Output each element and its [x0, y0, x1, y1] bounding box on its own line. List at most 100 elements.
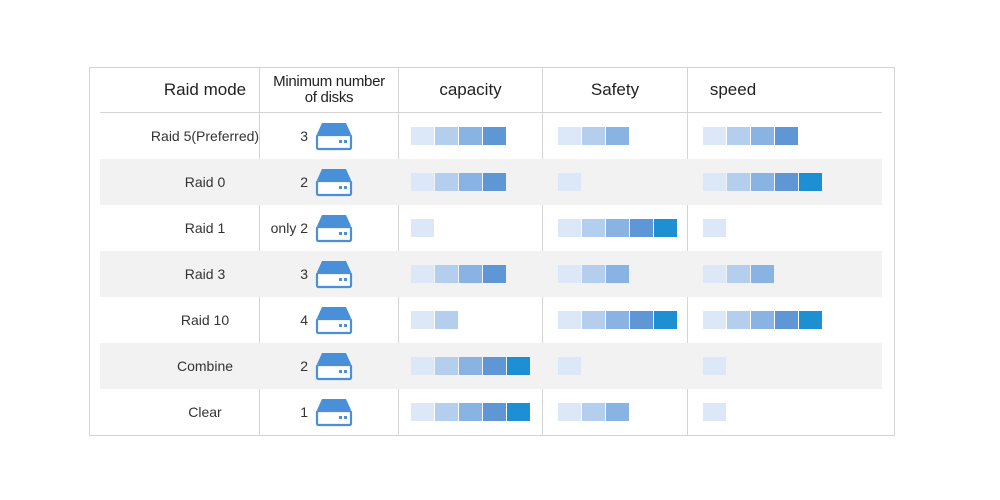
safety-rating-segment: [582, 219, 605, 237]
disk-drive-icon: [315, 169, 353, 197]
header-min-disks: Minimum number of disks: [260, 68, 398, 112]
speed-rating-segment: [799, 173, 822, 191]
capacity-rating-segment: [459, 127, 482, 145]
capacity-rating-segment: [459, 357, 482, 375]
capacity-rating-segment: [435, 265, 458, 283]
capacity-rating-segment: [435, 357, 458, 375]
speed-rating-segment: [703, 357, 726, 375]
raid-mode-label: Clear: [188, 404, 222, 420]
capacity-rating-segment: [411, 265, 434, 283]
disk-drive-icon: [315, 307, 353, 335]
header-safety: Safety: [590, 80, 640, 99]
capacity-rating-segment: [459, 173, 482, 191]
raid-mode-label: Raid 1: [184, 220, 226, 236]
header-min-disks-line2: of disks: [304, 89, 354, 106]
capacity-rating-segment: [411, 311, 434, 329]
speed-rating-segment: [751, 311, 774, 329]
table-row: Raid 0 2: [100, 159, 882, 205]
capacity-rating-segment: [411, 219, 434, 237]
capacity-rating-segment: [411, 357, 434, 375]
min-disks-value: 3: [300, 128, 308, 144]
capacity-rating-segment: [507, 403, 530, 421]
capacity-rating-segment: [411, 403, 434, 421]
speed-rating-segment: [775, 127, 798, 145]
safety-rating-segment: [582, 127, 605, 145]
speed-rating-segment: [751, 173, 774, 191]
safety-rating-segment: [606, 127, 629, 145]
capacity-rating-bar: [411, 219, 434, 237]
safety-rating-segment: [558, 403, 581, 421]
header-speed: speed: [709, 80, 757, 99]
speed-rating-segment: [703, 127, 726, 145]
capacity-rating-segment: [483, 173, 506, 191]
raid-mode-label: Raid 10: [180, 312, 230, 328]
min-disks-value: 3: [300, 266, 308, 282]
speed-rating-bar: [703, 311, 822, 329]
safety-rating-segment: [582, 403, 605, 421]
disk-drive-icon: [315, 215, 353, 243]
safety-rating-segment: [558, 219, 581, 237]
speed-rating-segment: [703, 403, 726, 421]
safety-rating-segment: [558, 265, 581, 283]
capacity-rating-segment: [435, 173, 458, 191]
capacity-rating-bar: [411, 265, 506, 283]
capacity-rating-segment: [435, 403, 458, 421]
speed-rating-segment: [703, 311, 726, 329]
speed-rating-segment: [727, 173, 750, 191]
disk-drive-icon: [315, 123, 353, 151]
safety-rating-bar: [558, 219, 677, 237]
min-disks-value: 4: [300, 312, 308, 328]
safety-rating-bar: [558, 357, 581, 375]
safety-rating-segment: [558, 357, 581, 375]
capacity-rating-segment: [459, 403, 482, 421]
disk-drive-icon: [315, 261, 353, 289]
capacity-rating-segment: [411, 173, 434, 191]
header-capacity: capacity: [439, 80, 502, 99]
raid-mode-label: Raid 3: [184, 266, 226, 282]
header-divider: [100, 112, 882, 113]
capacity-rating-bar: [411, 173, 506, 191]
raid-mode-label: Raid 0: [184, 174, 226, 190]
speed-rating-segment: [799, 311, 822, 329]
capacity-rating-segment: [483, 127, 506, 145]
speed-rating-segment: [727, 127, 750, 145]
capacity-rating-bar: [411, 127, 506, 145]
capacity-rating-segment: [483, 403, 506, 421]
speed-rating-bar: [703, 357, 726, 375]
capacity-rating-bar: [411, 403, 530, 421]
capacity-rating-segment: [459, 265, 482, 283]
safety-rating-bar: [558, 265, 629, 283]
disk-drive-icon: [315, 353, 353, 381]
table-row: Raid 3 3: [100, 251, 882, 297]
capacity-rating-segment: [435, 311, 458, 329]
header-min-disks-line1: Minimum number: [273, 73, 385, 90]
safety-rating-bar: [558, 311, 677, 329]
raid-mode-label: Raid 5(Preferred): [150, 128, 260, 144]
safety-rating-bar: [558, 127, 629, 145]
disk-drive-icon: [315, 399, 353, 427]
table-row: Raid 10 4: [100, 297, 882, 343]
table-row: Combine 2: [100, 343, 882, 389]
safety-rating-segment: [654, 311, 677, 329]
speed-rating-bar: [703, 219, 726, 237]
table-row: Clear 1: [100, 389, 882, 435]
safety-rating-bar: [558, 403, 629, 421]
speed-rating-bar: [703, 173, 822, 191]
speed-rating-bar: [703, 403, 726, 421]
capacity-rating-segment: [483, 357, 506, 375]
min-disks-value: 1: [300, 404, 308, 420]
speed-rating-segment: [727, 265, 750, 283]
min-disks-value: 2: [300, 358, 308, 374]
safety-rating-segment: [558, 173, 581, 191]
speed-rating-bar: [703, 127, 798, 145]
safety-rating-segment: [582, 265, 605, 283]
min-disks-value: 2: [300, 174, 308, 190]
speed-rating-segment: [703, 173, 726, 191]
header-raid-mode: Raid mode: [163, 80, 247, 99]
capacity-rating-bar: [411, 311, 458, 329]
safety-rating-segment: [630, 311, 653, 329]
speed-rating-segment: [703, 265, 726, 283]
speed-rating-segment: [703, 219, 726, 237]
capacity-rating-bar: [411, 357, 530, 375]
speed-rating-segment: [775, 311, 798, 329]
